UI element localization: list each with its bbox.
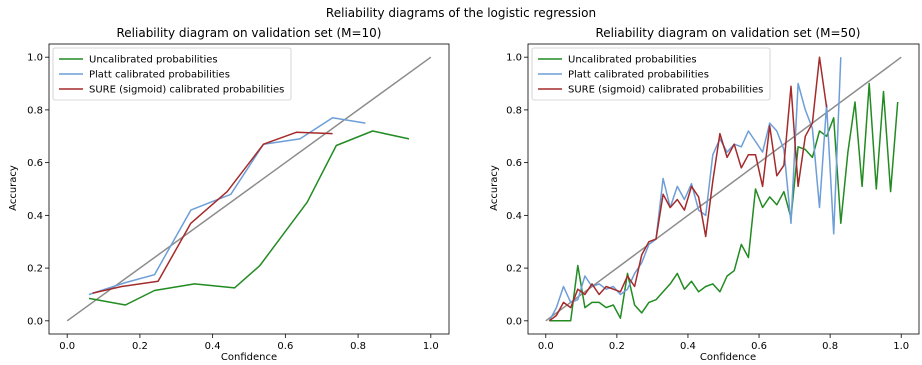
y-tick-label: 0.8 — [506, 105, 522, 116]
y-tick-label: 0.4 — [27, 211, 43, 222]
y-axis-label: Accuracy — [489, 165, 500, 211]
x-tick-label: 0.2 — [609, 341, 625, 352]
series-line-uncalibrated — [549, 82, 899, 322]
y-tick-label: 1.0 — [506, 53, 522, 64]
x-tick-label: 0.0 — [538, 341, 554, 352]
legend-box — [531, 47, 771, 101]
legend: Uncalibrated probabilities Platt calibrat… — [52, 47, 292, 101]
series-line-uncalibrated — [88, 130, 410, 306]
y-tick-label: 0.6 — [506, 158, 522, 169]
figure-suptitle: Reliability diagrams of the logistic reg… — [326, 6, 596, 20]
y-tick-label: 1.0 — [27, 53, 43, 64]
legend-label: Uncalibrated probabilities — [568, 55, 697, 66]
x-axis-label: Confidence — [700, 352, 756, 363]
legend-label: Platt calibrated probabilities — [89, 70, 230, 81]
y-tick-label: 0.0 — [27, 316, 43, 327]
x-tick-label: 0.6 — [751, 341, 767, 352]
x-tick-label: 0.6 — [277, 341, 293, 352]
x-tick-label: 1.0 — [893, 341, 909, 352]
panel-m10: Reliability diagram on validation set (M… — [8, 26, 450, 363]
legend-label: Uncalibrated probabilities — [89, 55, 218, 66]
perfect-calibration-line — [66, 56, 432, 322]
perfect-calibration-line — [545, 56, 902, 322]
x-tick-label: 0.4 — [205, 341, 221, 352]
panel-m50: Reliability diagram on validation set (M… — [489, 26, 920, 363]
legend-label: SURE (sigmoid) calibrated probabilities — [89, 85, 284, 96]
x-tick-label: 1.0 — [423, 341, 439, 352]
plot-area — [545, 56, 902, 322]
y-axis-label: Accuracy — [8, 165, 19, 211]
axes-frame — [527, 43, 920, 335]
series-line-sure — [548, 56, 828, 322]
plot-area — [66, 56, 432, 322]
axes-frame — [48, 43, 450, 335]
y-tick-label: 0.8 — [27, 105, 43, 116]
x-tick-label: 0.0 — [59, 341, 75, 352]
y-tick-label: 0.2 — [27, 264, 43, 275]
panel-title: Reliability diagram on validation set (M… — [595, 26, 860, 40]
legend-label: SURE (sigmoid) calibrated probabilities — [568, 85, 763, 96]
x-tick-label: 0.4 — [680, 341, 696, 352]
x-tick-label: 0.8 — [350, 341, 366, 352]
panel-title: Reliability diagram on validation set (M… — [116, 26, 381, 40]
x-tick-label: 0.8 — [822, 341, 838, 352]
legend-box — [52, 47, 292, 101]
y-tick-label: 0.4 — [506, 211, 522, 222]
legend: Uncalibrated probabilities Platt calibrat… — [531, 47, 771, 101]
y-tick-label: 0.0 — [506, 316, 522, 327]
y-tick-label: 0.2 — [506, 264, 522, 275]
x-tick-label: 0.2 — [132, 341, 148, 352]
y-tick-label: 0.6 — [27, 158, 43, 169]
x-axis-label: Confidence — [221, 352, 277, 363]
legend-label: Platt calibrated probabilities — [568, 70, 709, 81]
series-line-sure — [92, 131, 333, 294]
series-line-platt — [88, 117, 366, 296]
series-line-platt — [548, 57, 842, 322]
